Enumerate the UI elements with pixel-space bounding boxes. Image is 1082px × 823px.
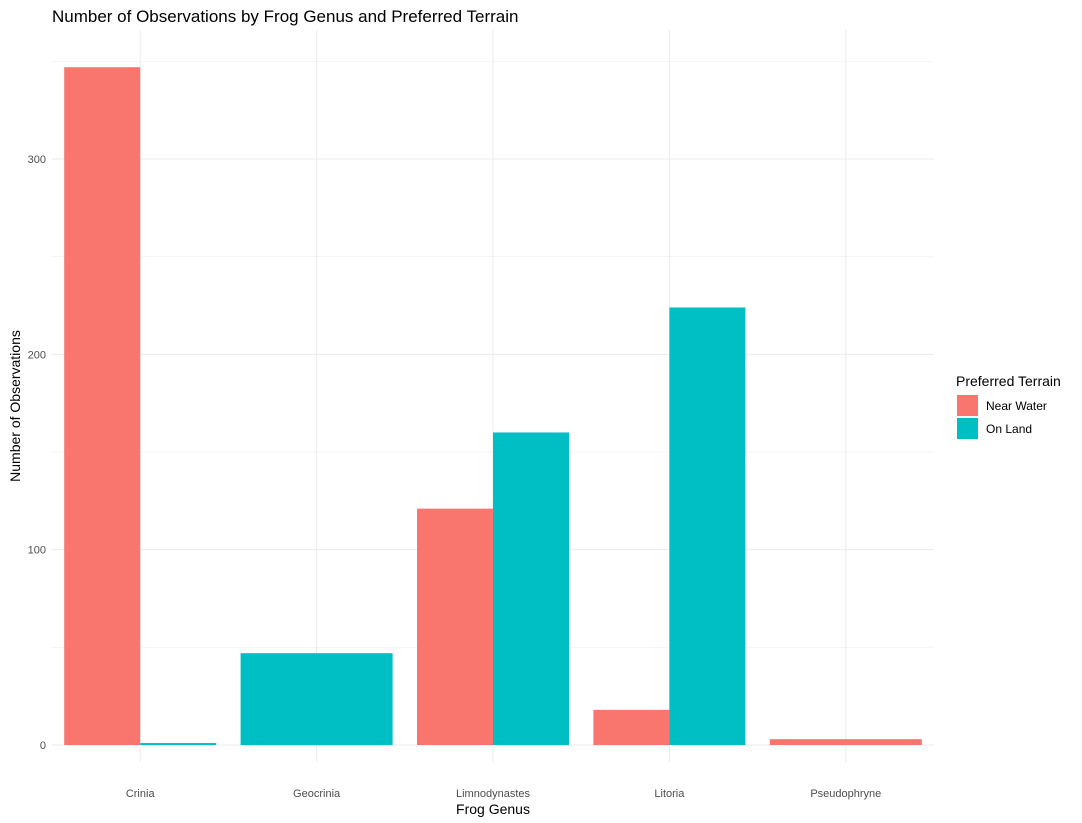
legend-title: Preferred Terrain [956, 373, 1061, 389]
x-axis-title: Frog Genus [456, 801, 530, 817]
bar-pseudophryne-near-water [769, 739, 922, 745]
y-tick-label: 0 [40, 740, 46, 752]
legend-key-on-land [957, 418, 978, 439]
bar-geocrinia-on-land [240, 653, 393, 745]
y-tick-label: 300 [28, 154, 46, 166]
y-axis-title: Number of Observations [7, 330, 23, 482]
legend-key-near-water [957, 395, 978, 416]
x-tick-label: Litoria [654, 788, 685, 800]
chart-title: Number of Observations by Frog Genus and… [52, 7, 518, 26]
bar-limnodynastes-near-water [417, 508, 493, 745]
bar-limnodynastes-on-land [493, 432, 569, 745]
x-tick-label: Pseudophryne [810, 788, 881, 800]
y-tick-label: 200 [28, 349, 46, 361]
x-tick-label: Geocrinia [293, 788, 341, 800]
axes: 0 100 200 300 Crinia Geocrinia Limnodynastes Li… [28, 154, 882, 800]
bar-litoria-near-water [593, 709, 670, 745]
y-tick-label: 100 [28, 545, 46, 557]
legend-label: Near Water [986, 399, 1047, 413]
legend-label: On Land [986, 422, 1032, 436]
legend: Preferred Terrain Near Water On Land [956, 373, 1061, 439]
bars [64, 67, 922, 745]
x-tick-label: Crinia [126, 788, 156, 800]
bar-litoria-on-land [669, 307, 746, 745]
bar-crinia-on-land [140, 743, 217, 745]
bar-crinia-near-water [64, 67, 141, 745]
x-tick-label: Limnodynastes [456, 788, 530, 800]
